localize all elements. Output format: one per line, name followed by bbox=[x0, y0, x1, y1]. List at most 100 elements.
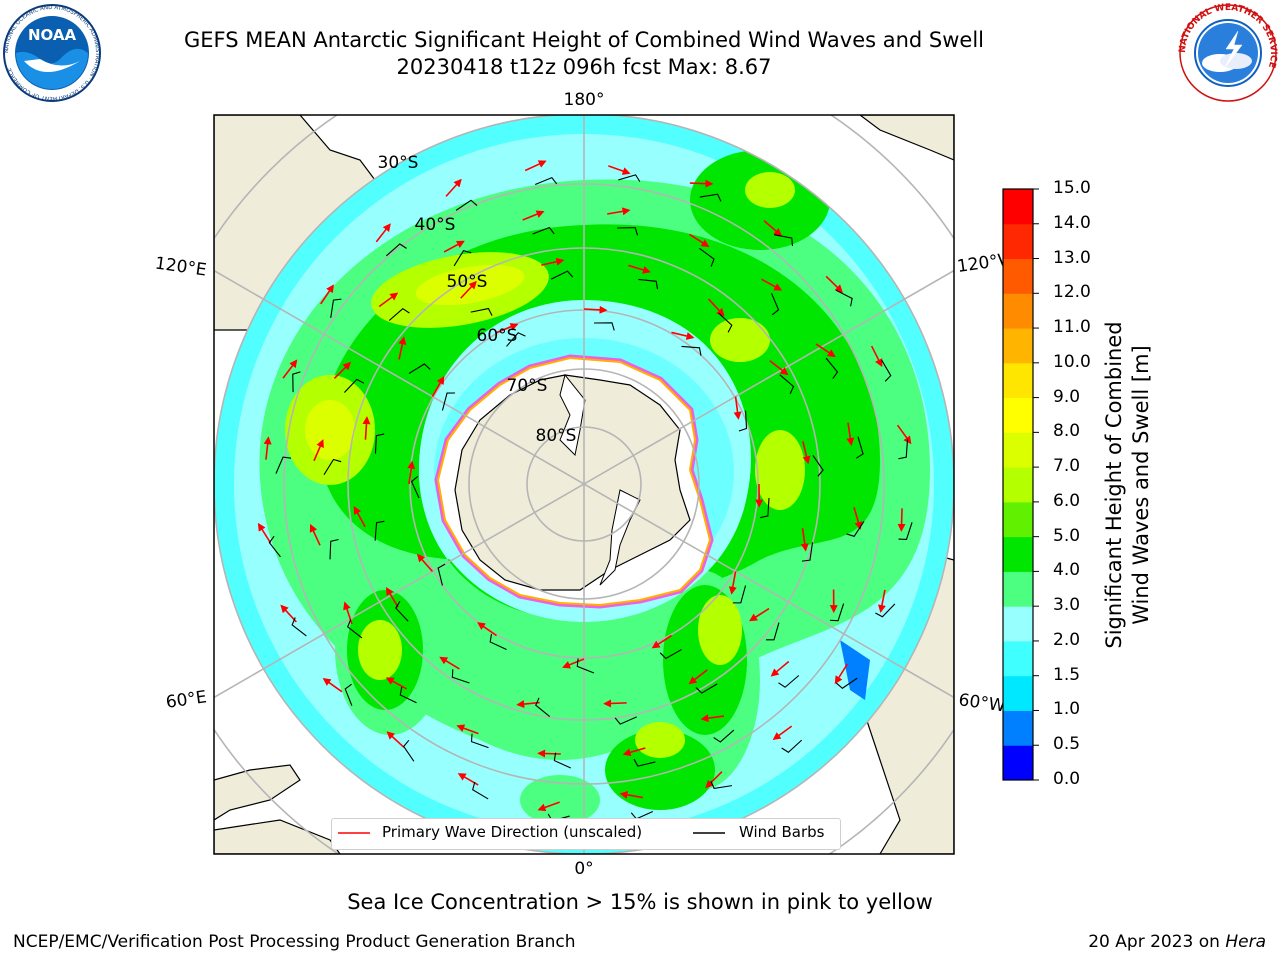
noaa-logo: NOAA NATIONAL OCEANIC AND ATMOSPHERIC AD… bbox=[2, 3, 102, 107]
wind-barb bbox=[535, 697, 551, 717]
wind-barb bbox=[441, 392, 456, 411]
colorbar-tick-label: 4.0 bbox=[1053, 560, 1081, 581]
wave-arrow bbox=[375, 223, 391, 243]
chart-title: GEFS MEAN Antarctic Significant Height o… bbox=[183, 28, 985, 52]
wind-barb bbox=[399, 686, 417, 704]
wind-barb bbox=[633, 758, 656, 767]
wind-barb bbox=[374, 433, 385, 454]
wave-arrow bbox=[583, 305, 608, 314]
lat-label-30s: 30°S bbox=[378, 153, 419, 173]
wind-barb bbox=[855, 436, 864, 459]
wind-barb bbox=[614, 716, 637, 725]
wave-arrow bbox=[671, 331, 695, 340]
wind-barb bbox=[801, 542, 814, 562]
wind-barb bbox=[699, 193, 722, 202]
colorbar-segment bbox=[1003, 467, 1033, 503]
wind-barb bbox=[410, 476, 420, 499]
wind-barb bbox=[699, 247, 715, 267]
wave-arrow bbox=[537, 801, 560, 812]
wind-barb bbox=[470, 733, 489, 749]
lat-label-40s: 40°S bbox=[415, 215, 456, 235]
colorbar-tick-label: 9.0 bbox=[1053, 386, 1081, 407]
colorbar-tick-label: 15.0 bbox=[1053, 178, 1091, 198]
wind-barb bbox=[437, 563, 446, 586]
lon-label-60w: 60°W bbox=[957, 690, 1006, 716]
wave-arrow bbox=[460, 280, 477, 299]
colorbar-segment bbox=[1003, 571, 1033, 607]
wave-arrow bbox=[378, 292, 399, 308]
lon-label-180: 180° bbox=[564, 90, 605, 110]
wind-barb bbox=[385, 243, 407, 257]
wave-arrow bbox=[522, 210, 545, 221]
wind-barb bbox=[812, 454, 824, 477]
wave-arrow bbox=[456, 724, 479, 735]
colorbar-tick-label: 0.0 bbox=[1053, 769, 1081, 789]
wave-arrow bbox=[443, 240, 465, 253]
wave-arrow bbox=[878, 589, 886, 614]
wind-barb bbox=[830, 603, 845, 622]
wave-arrow bbox=[362, 416, 371, 440]
wind-barb bbox=[778, 675, 800, 688]
wind-barb bbox=[898, 522, 913, 541]
colorbar-tick-label: 10.0 bbox=[1053, 351, 1091, 372]
wave-arrow bbox=[769, 360, 789, 376]
wind-barb bbox=[455, 199, 478, 211]
colorbar-segment bbox=[1003, 640, 1033, 677]
wave-arrow bbox=[749, 607, 770, 622]
wave-arrow bbox=[707, 298, 725, 317]
wave-arrow bbox=[385, 587, 399, 608]
wave-arrow bbox=[815, 343, 836, 358]
colorbar-tick-label: 2.0 bbox=[1053, 629, 1081, 650]
wave-arrow bbox=[524, 160, 547, 172]
colorbar-tick-label: 5.0 bbox=[1053, 525, 1081, 546]
wave-arrow bbox=[802, 441, 811, 465]
wind-barb bbox=[898, 439, 909, 460]
wind-barb bbox=[765, 622, 780, 641]
wind-barb bbox=[718, 312, 733, 333]
wind-barb bbox=[347, 619, 363, 639]
wind-barb bbox=[472, 781, 489, 800]
wind-legend-label: Wind Barbs bbox=[739, 823, 825, 841]
colorbar-tick-label: 1.5 bbox=[1053, 664, 1081, 685]
wave-arrow bbox=[477, 622, 497, 637]
wind-barb bbox=[329, 538, 339, 560]
wave-arrow bbox=[333, 361, 352, 380]
colorbar-segment bbox=[1003, 397, 1033, 433]
wave-arrow bbox=[282, 359, 298, 379]
wind-barb bbox=[881, 359, 892, 382]
wind-barb bbox=[593, 322, 615, 331]
wave-arrow bbox=[608, 165, 631, 175]
colorbar-tick-label: 6.0 bbox=[1053, 490, 1081, 511]
wind-barb bbox=[551, 270, 574, 280]
colorbar-segment bbox=[1003, 293, 1033, 329]
wind-barb bbox=[618, 174, 641, 182]
colorbar-tick-label: 3.0 bbox=[1053, 595, 1081, 616]
wave-arrow bbox=[386, 731, 405, 748]
wind-barb bbox=[774, 234, 794, 247]
colorbar-segment bbox=[1003, 223, 1033, 260]
wave-legend-label: Primary Wave Direction (unscaled) bbox=[382, 823, 643, 841]
wave-arrow bbox=[700, 714, 725, 723]
wave-arrow bbox=[897, 508, 906, 532]
map-legend: Primary Wave Direction (unscaled) Wind B… bbox=[331, 818, 841, 850]
wind-barb bbox=[576, 658, 595, 674]
wave-arrow bbox=[398, 336, 407, 360]
lat-label-60s: 60°S bbox=[477, 326, 518, 346]
wave-arrow bbox=[439, 656, 460, 670]
wave-arrow bbox=[772, 725, 793, 741]
wind-barb bbox=[291, 617, 307, 637]
wave-arrow bbox=[445, 178, 462, 197]
colorbar-frame bbox=[1002, 188, 1034, 781]
wave-arrow bbox=[496, 323, 519, 334]
wind-barb bbox=[710, 780, 733, 789]
wave-arrow bbox=[309, 523, 321, 546]
wave-arrow bbox=[431, 376, 445, 397]
wind-barb bbox=[770, 293, 780, 316]
colorbar-tick-label: 7.0 bbox=[1053, 456, 1081, 477]
wave-arrow bbox=[562, 658, 585, 669]
wave-arrow bbox=[603, 699, 627, 708]
wave-arrow bbox=[733, 396, 742, 420]
wind-barbs bbox=[268, 174, 913, 822]
wind-barb bbox=[638, 278, 659, 290]
